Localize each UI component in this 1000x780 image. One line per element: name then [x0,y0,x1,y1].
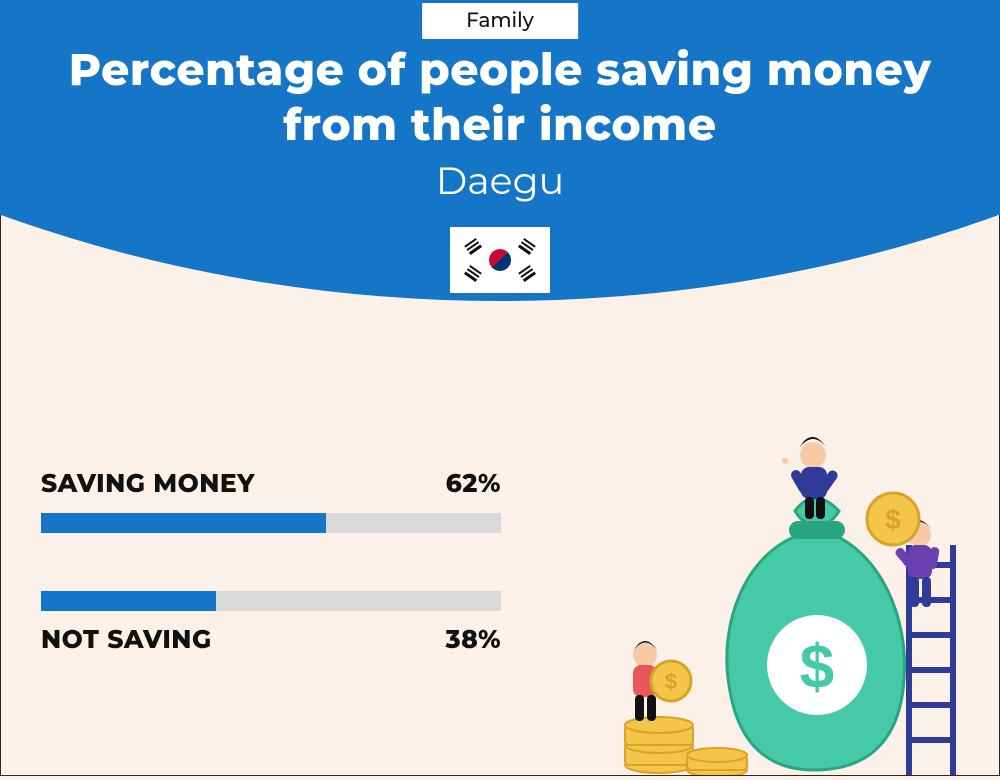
svg-text:$: $ [885,504,901,535]
chart-row: SAVING MONEY 62% [41,469,501,533]
title-line-2: from their income [283,98,716,152]
chart-row: NOT SAVING 38% [41,591,501,655]
chart-label: SAVING MONEY [41,469,255,499]
subtitle-city: Daegu [1,157,999,204]
chart-labels: NOT SAVING 38% [41,625,501,655]
svg-text:$: $ [800,633,834,702]
flag-south-korea-icon [458,235,542,285]
page-title: Percentage of people saving money from t… [1,43,999,153]
chart-labels: SAVING MONEY 62% [41,469,501,499]
savings-chart: SAVING MONEY 62% NOT SAVING 38% [41,469,501,713]
chart-value: 38% [446,625,501,655]
bar-fill [41,591,216,611]
flag-container [450,227,550,293]
category-badge: Family [422,3,578,39]
savings-illustration-icon: $ [599,425,979,775]
title-line-1: Percentage of people saving money [69,43,932,97]
title-block: Percentage of people saving money from t… [1,43,999,204]
bar-track [41,591,501,611]
bar-fill [41,513,326,533]
bar-track [41,513,501,533]
chart-value: 62% [446,469,501,499]
svg-text:$: $ [665,669,677,694]
chart-label: NOT SAVING [41,625,212,655]
